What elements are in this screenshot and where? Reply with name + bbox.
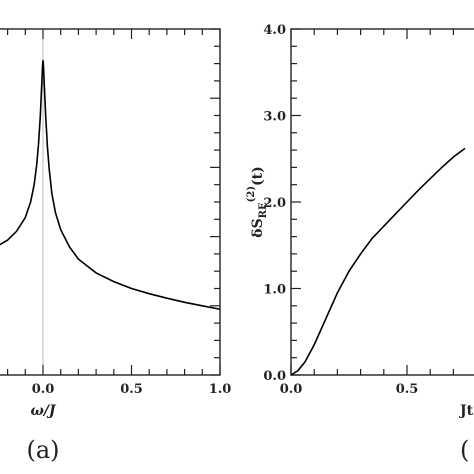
panel-b-frame [290,28,474,376]
panel-a-tick-labels: 0.0 0.5 1.0 [32,382,232,397]
panel-a-label: (a) [26,436,59,464]
y-tick-label: 4.0 [263,23,286,38]
panel-b-series-line [290,147,466,376]
ylabel-sub: RE [258,202,269,218]
x-tick-label: 0.0 [32,382,55,397]
panel-a: 0.0 0.5 1.0 ω/J (a) [0,28,232,464]
panel-b-x-axis-label: Jt [458,403,474,419]
panel-b-label: ( [460,436,469,464]
x-tick-label: 1.0 [209,382,232,397]
panel-b-y-axis-label: δSRE(2)(t) [246,166,269,238]
y-tick-label: 3.0 [263,110,286,125]
x-tick-label: 0.5 [396,382,419,397]
x-tick-label: 0.5 [120,382,143,397]
panel-a-series-line [0,60,221,311]
y-tick-label: 0.0 [263,369,286,384]
panel-a-ticks [6,28,221,376]
panel-b-tick-labels: 0.0 0.5 0.0 1.0 2.0 3.0 4.0 [263,23,418,397]
ylabel-sup: (2) [246,186,257,202]
ylabel-tail: (t) [250,166,266,186]
y-tick-label: 1.0 [263,283,286,298]
panel-a-frame [0,28,221,376]
ylabel-main: δS [250,218,266,237]
y-tick-label: 2.0 [263,196,286,211]
panel-b-ticks [290,28,454,376]
panel-b: 0.0 0.5 0.0 1.0 2.0 3.0 4.0 δSRE(2)(t) Jt ( [246,23,474,464]
x-tick-label: 0.0 [280,382,303,397]
panel-a-x-axis-label: ω/J [30,403,56,419]
